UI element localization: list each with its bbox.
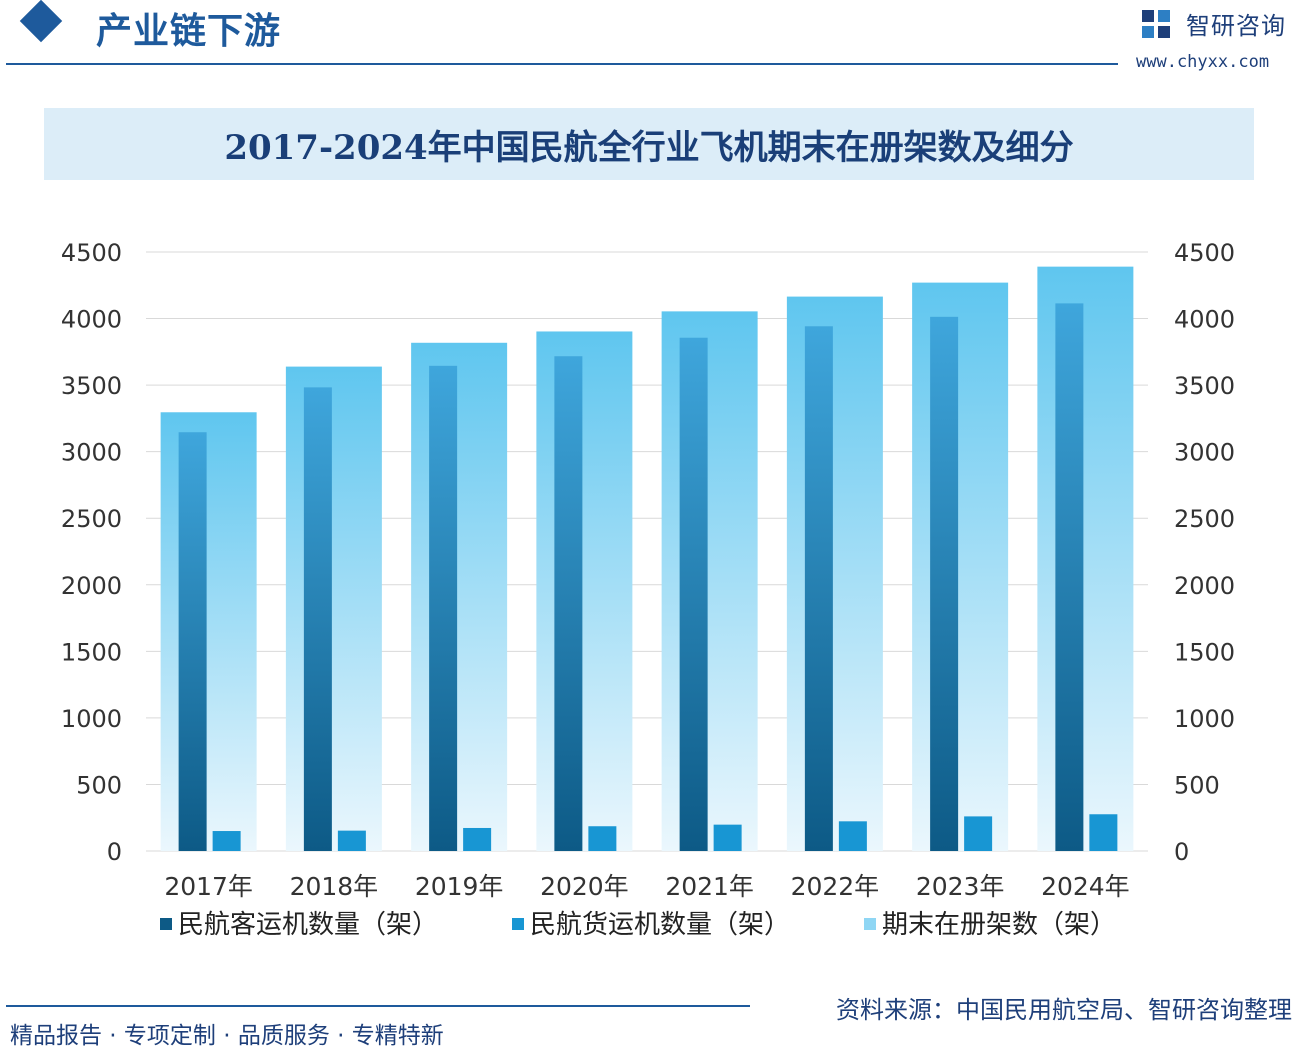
cargo-bar [1089, 814, 1118, 851]
brand-logo-icon [1142, 10, 1170, 38]
y2-tick-label: 2500 [1174, 505, 1235, 533]
x-tick-label: 2018年 [290, 872, 379, 901]
total-bar [1037, 266, 1134, 851]
passenger-bar [429, 365, 458, 851]
x-tick-label: 2021年 [665, 872, 754, 901]
footer-divider [6, 1005, 750, 1007]
legend-swatch [512, 918, 524, 930]
y2-tick-label: 3500 [1174, 372, 1235, 400]
cargo-bar [713, 824, 742, 851]
cargo-bar [212, 831, 241, 851]
total-series [160, 266, 1134, 851]
x-tick-label: 2023年 [916, 872, 1005, 901]
x-tick-label: 2024年 [1041, 872, 1130, 901]
y2-tick-label: 2000 [1174, 572, 1235, 600]
chart-legend: 民航客运机数量（架） 民航货运机数量（架） 期末在册架数（架） [160, 910, 1116, 940]
legend-label: 期末在册架数（架） [882, 910, 1116, 940]
cargo-series [212, 814, 1118, 851]
y-tick-label: 500 [76, 771, 122, 799]
cargo-bar [838, 821, 867, 851]
total-bar [661, 311, 758, 851]
passenger-bar [1055, 303, 1084, 852]
total-bar [786, 296, 883, 851]
y2-tick-label: 1000 [1174, 705, 1235, 733]
bar-chart: 0 500 1000 1500 2000 2500 3000 3500 4000 4500 0 500… [61, 239, 1235, 940]
passenger-series [178, 303, 1084, 852]
y2-tick-label: 500 [1174, 771, 1220, 799]
y-tick-label: 2500 [61, 505, 122, 533]
cargo-bar [588, 826, 617, 851]
total-bar [536, 331, 633, 851]
y-tick-label: 1000 [61, 705, 122, 733]
header-divider [6, 63, 1118, 65]
y-tick-label: 4500 [61, 239, 122, 267]
axis-labels: 0 500 1000 1500 2000 2500 3000 3500 4000 4500 0 500… [61, 239, 1235, 901]
total-bar [912, 282, 1009, 851]
x-tick-label: 2017年 [164, 872, 253, 901]
chart-title-band [44, 108, 1254, 180]
passenger-bar [804, 326, 833, 851]
x-tick-label: 2022年 [791, 872, 880, 901]
y2-tick-label: 3000 [1174, 439, 1235, 467]
legend-label: 民航客运机数量（架） [178, 910, 438, 940]
page-header: 产业链下游 智研咨询 www.chyxx.com [0, 0, 1298, 80]
y-tick-label: 2000 [61, 572, 122, 600]
y-tick-label: 0 [107, 838, 122, 866]
diamond-icon [19, 0, 63, 43]
y-tick-label: 3500 [61, 372, 122, 400]
y2-tick-label: 4500 [1174, 239, 1235, 267]
passenger-bar [679, 337, 708, 851]
y2-tick-label: 1500 [1174, 638, 1235, 666]
y-tick-label: 1500 [61, 638, 122, 666]
cargo-bar [463, 827, 492, 851]
source-note: 资料来源：中国民用航空局、智研咨询整理 [836, 996, 1292, 1024]
chart-title: 2017-2024年中国民航全行业飞机期末在册架数及细分 [224, 127, 1074, 168]
x-tick-label: 2019年 [415, 872, 504, 901]
legend-label: 民航货运机数量（架） [530, 910, 790, 940]
brand-name: 智研咨询 [1186, 12, 1286, 40]
x-tick-label: 2020年 [540, 872, 629, 901]
y-tick-label: 4000 [61, 306, 122, 334]
passenger-bar [178, 432, 207, 851]
brand-url: www.chyxx.com [1136, 52, 1270, 72]
legend-swatch [864, 918, 876, 930]
cargo-bar [337, 830, 366, 851]
passenger-bar [303, 387, 332, 851]
passenger-bar [930, 316, 959, 852]
total-bar [285, 366, 382, 851]
passenger-bar [554, 356, 583, 851]
y2-tick-label: 0 [1174, 838, 1189, 866]
cargo-bar [964, 816, 993, 851]
y-tick-label: 3000 [61, 439, 122, 467]
total-bar [411, 342, 508, 851]
legend-swatch [160, 918, 172, 930]
footer-tagline: 精品报告 · 专项定制 · 品质服务 · 专精特新 [10, 1023, 444, 1049]
section-title: 产业链下游 [96, 10, 282, 52]
y2-tick-label: 4000 [1174, 306, 1235, 334]
total-bar [160, 412, 257, 851]
